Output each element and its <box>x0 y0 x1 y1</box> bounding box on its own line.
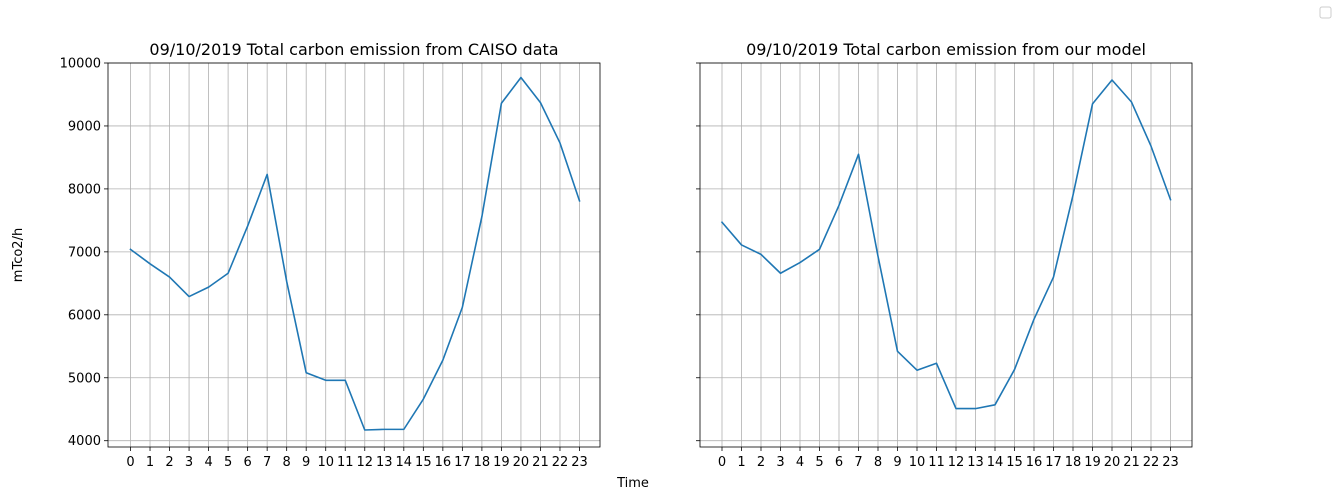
x-axis-label: Time <box>616 476 649 491</box>
x-tick-label: 9 <box>302 455 310 470</box>
left-chart-panel: 09/10/2019 Total carbon emission from CA… <box>60 40 601 471</box>
x-tick-label: 2 <box>757 455 765 470</box>
x-tick-label: 10 <box>317 455 334 470</box>
right-chart-grid <box>700 62 1192 447</box>
x-tick-label: 18 <box>1065 455 1082 470</box>
y-tick-label: 9000 <box>68 119 101 134</box>
y-tick-label: 5000 <box>68 371 101 386</box>
x-tick-label: 12 <box>356 455 373 470</box>
x-tick-label: 15 <box>1006 455 1023 470</box>
x-tick-label: 16 <box>1026 455 1043 470</box>
y-tick-label: 7000 <box>68 245 101 260</box>
x-tick-label: 11 <box>337 455 354 470</box>
x-tick-label: 3 <box>776 455 784 470</box>
x-tick-label: 21 <box>1123 455 1140 470</box>
right-chart-frame <box>699 62 1193 448</box>
x-tick-label: 14 <box>987 455 1004 470</box>
x-tick-label: 13 <box>376 455 393 470</box>
x-tick-label: 3 <box>185 455 193 470</box>
x-tick-label: 20 <box>1104 455 1121 470</box>
x-tick-label: 11 <box>928 455 945 470</box>
x-tick-label: 21 <box>532 455 549 470</box>
x-tick-label: 18 <box>474 455 491 470</box>
x-tick-label: 19 <box>1084 455 1101 470</box>
x-tick-label: 23 <box>1162 455 1179 470</box>
x-tick-label: 10 <box>909 455 926 470</box>
x-tick-label: 9 <box>893 455 901 470</box>
y-axis-label: mTco2/h <box>11 228 26 282</box>
x-tick-label: 4 <box>204 455 212 470</box>
x-tick-label: 5 <box>815 455 823 470</box>
x-tick-label: 12 <box>948 455 965 470</box>
emission-series-line <box>129 76 581 431</box>
legend-box <box>1319 6 1332 19</box>
x-tick-label: 6 <box>243 455 251 470</box>
x-tick-label: 1 <box>737 455 745 470</box>
x-tick-label: 5 <box>224 455 232 470</box>
x-tick-label: 0 <box>126 455 134 470</box>
y-tick-label: 8000 <box>68 182 101 197</box>
x-tick-label: 7 <box>854 455 862 470</box>
right-chart-title: 09/10/2019 Total carbon emission from ou… <box>746 40 1146 59</box>
x-tick-label: 23 <box>571 455 588 470</box>
x-tick-label: 17 <box>454 455 471 470</box>
left-chart-title: 09/10/2019 Total carbon emission from CA… <box>149 40 558 59</box>
right-chart-series <box>720 79 1172 410</box>
x-tick-label: 16 <box>435 455 452 470</box>
x-tick-label: 7 <box>263 455 271 470</box>
x-tick-label: 8 <box>283 455 291 470</box>
x-tick-label: 4 <box>796 455 804 470</box>
left-chart-grid <box>108 62 600 447</box>
x-tick-label: 8 <box>874 455 882 470</box>
right-chart-ticks: 0 1 2 3 4 5 6 7 8 9 10 11 12 13 14 15 16 17 18 19 20 21 22 23 <box>696 62 1179 470</box>
x-tick-label: 17 <box>1045 455 1062 470</box>
x-tick-label: 14 <box>396 455 413 470</box>
x-tick-label: 15 <box>415 455 432 470</box>
y-tick-label: 4000 <box>68 434 101 449</box>
x-tick-label: 20 <box>513 455 530 470</box>
x-tick-label: 19 <box>493 455 510 470</box>
left-chart-series <box>129 76 581 431</box>
left-chart-ticks: 0 1 2 3 4 5 6 7 8 9 10 11 12 13 14 15 16 17 18 19 20 21 22 2340… <box>60 57 588 471</box>
right-chart-panel: 09/10/2019 Total carbon emission from ou… <box>696 40 1193 470</box>
left-chart-frame <box>107 62 601 448</box>
x-tick-label: 6 <box>835 455 843 470</box>
x-tick-label: 13 <box>967 455 984 470</box>
x-tick-label: 1 <box>146 455 154 470</box>
x-tick-label: 2 <box>165 455 173 470</box>
emission-series-line <box>720 79 1172 410</box>
x-tick-label: 22 <box>552 455 569 470</box>
x-tick-label: 22 <box>1143 455 1160 470</box>
y-tick-label: 10000 <box>60 57 101 72</box>
y-tick-label: 6000 <box>68 308 101 323</box>
x-tick-label: 0 <box>718 455 726 470</box>
